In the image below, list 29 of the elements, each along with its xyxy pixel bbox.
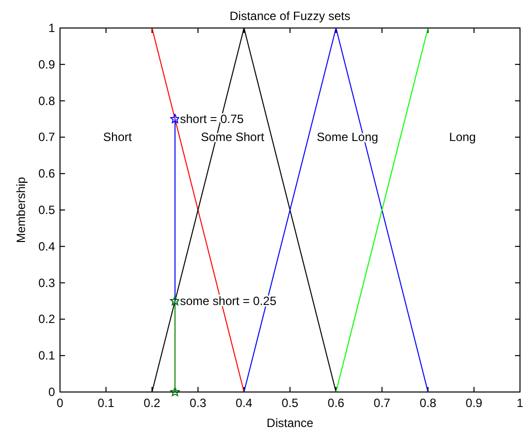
y-tick-label: 0.1 (38, 348, 56, 363)
point (170, 387, 180, 396)
x-tick-label: 0.5 (282, 396, 299, 410)
x-tick-label: 0.6 (328, 396, 345, 410)
x-tick-label: 0.7 (374, 396, 391, 410)
x-tick-label: 0 (56, 396, 64, 410)
x-tick-label: 0.8 (420, 396, 437, 410)
chart-title: Distance of Fuzzy sets (230, 9, 350, 23)
y-tick-label: 0.4 (38, 239, 56, 254)
annotation: Short (103, 130, 133, 144)
x-tick-label: 0.1 (98, 396, 115, 410)
x-tick-label: 0.2 (144, 396, 161, 410)
x-axis-title: Distance (266, 416, 314, 430)
y-tick-label: 0.2 (38, 312, 56, 326)
y-axis-title: Membership (14, 176, 28, 244)
point (170, 114, 180, 124)
y-tick-label: 0.8 (38, 94, 56, 108)
annotation: Long (449, 130, 476, 144)
y-tick-label: 0.5 (38, 203, 56, 217)
x-tick-label: 0.9 (466, 396, 483, 410)
x-tick-label: 0.3 (190, 396, 207, 410)
y-tick-label: 0.6 (38, 166, 56, 181)
y-tick-label: 1 (48, 21, 56, 35)
y-tick-label: 0.3 (38, 276, 56, 290)
x-tick-label: 0.4 (236, 396, 253, 410)
y-tick-label: 0.9 (38, 57, 56, 72)
y-tick-label: 0 (48, 385, 56, 399)
x-tick-label: 1 (516, 396, 524, 410)
y-tick-label: 0.7 (38, 130, 56, 144)
